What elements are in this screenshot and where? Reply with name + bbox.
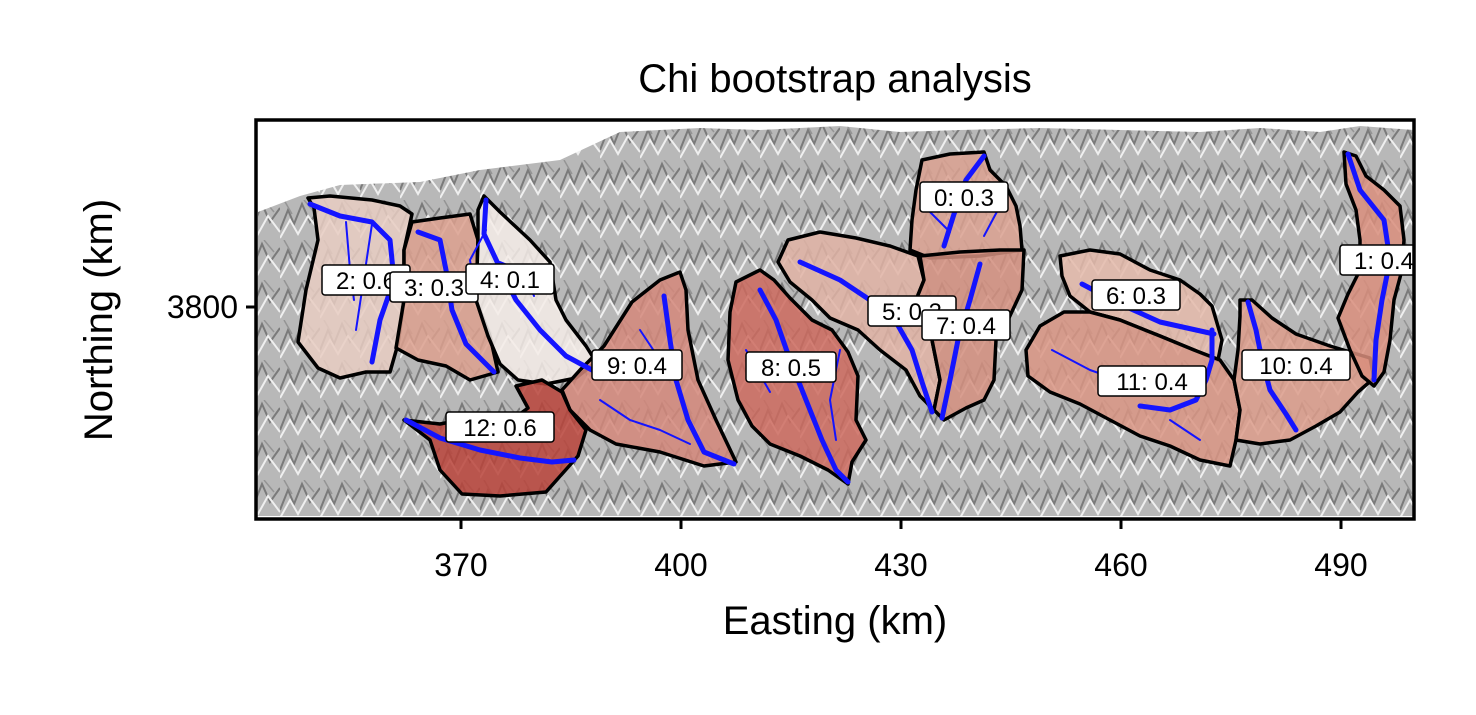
svg-text:1: 0.4: 1: 0.4: [1354, 248, 1414, 275]
x-axis-ticks: 370 400 430 460 490: [434, 519, 1368, 583]
basin-label-2: 2: 0.6: [321, 264, 411, 296]
axes-frame: [254, 118, 1416, 521]
river-9: [661, 293, 737, 467]
svg-text:7: 0.4: 7: 0.4: [936, 313, 996, 340]
svg-text:9: 0.4: 9: 0.4: [607, 353, 667, 380]
basin-label-12: 12: 0.6: [445, 411, 555, 443]
basin-label-10: 10: 0.4: [1241, 349, 1351, 381]
river-2: [307, 201, 397, 365]
svg-text:2: 0.6: 2: 0.6: [336, 268, 396, 295]
x-tick-label: 430: [874, 547, 927, 583]
x-axis-label: Easting (km): [723, 599, 948, 643]
svg-text:3: 0.3: 3: 0.3: [404, 275, 464, 302]
basin-label-11: 11: 0.4: [1097, 365, 1207, 397]
chart-title: Chi bootstrap analysis: [638, 57, 1032, 101]
x-tick-label: 460: [1094, 547, 1147, 583]
basin-label-9: 9: 0.4: [591, 349, 683, 381]
svg-text:8: 0.5: 8: 0.5: [761, 355, 821, 382]
map-area: 0: 0.3 1: 0.4 2: 0.6 3: 0.3 4: 0.1 5: 0.…: [256, 120, 1414, 519]
x-tick-label: 370: [434, 547, 487, 583]
svg-text:6: 0.3: 6: 0.3: [1106, 283, 1166, 310]
basin-label-8: 8: 0.5: [745, 351, 837, 383]
svg-text:0: 0.3: 0: 0.3: [934, 185, 994, 212]
x-tick-label: 400: [654, 547, 707, 583]
svg-text:10: 0.4: 10: 0.4: [1259, 353, 1332, 380]
svg-text:4: 0.1: 4: 0.1: [480, 267, 540, 294]
y-tick-label: 3800: [167, 289, 238, 325]
basin-label-3: 3: 0.3: [389, 271, 479, 303]
basin-label-4: 4: 0.1: [465, 263, 555, 295]
river-12: [403, 417, 577, 465]
svg-text:11: 0.4: 11: 0.4: [1116, 369, 1188, 396]
basin-label-0: 0: 0.3: [919, 181, 1009, 213]
basin-label-1: 1: 0.4: [1339, 244, 1414, 276]
svg-text:12: 0.6: 12: 0.6: [463, 415, 536, 442]
basin-label-6: 6: 0.3: [1091, 279, 1181, 311]
y-axis-ticks: 3800: [167, 289, 256, 325]
basin-label-7: 7: 0.4: [921, 309, 1011, 341]
y-axis-label: Northing (km): [77, 199, 121, 441]
basin-label-layer: 0: 0.3 1: 0.4 2: 0.6 3: 0.3 4: 0.1 5: 0.…: [321, 181, 1414, 443]
x-tick-label: 490: [1314, 547, 1367, 583]
river-8: [757, 287, 851, 485]
